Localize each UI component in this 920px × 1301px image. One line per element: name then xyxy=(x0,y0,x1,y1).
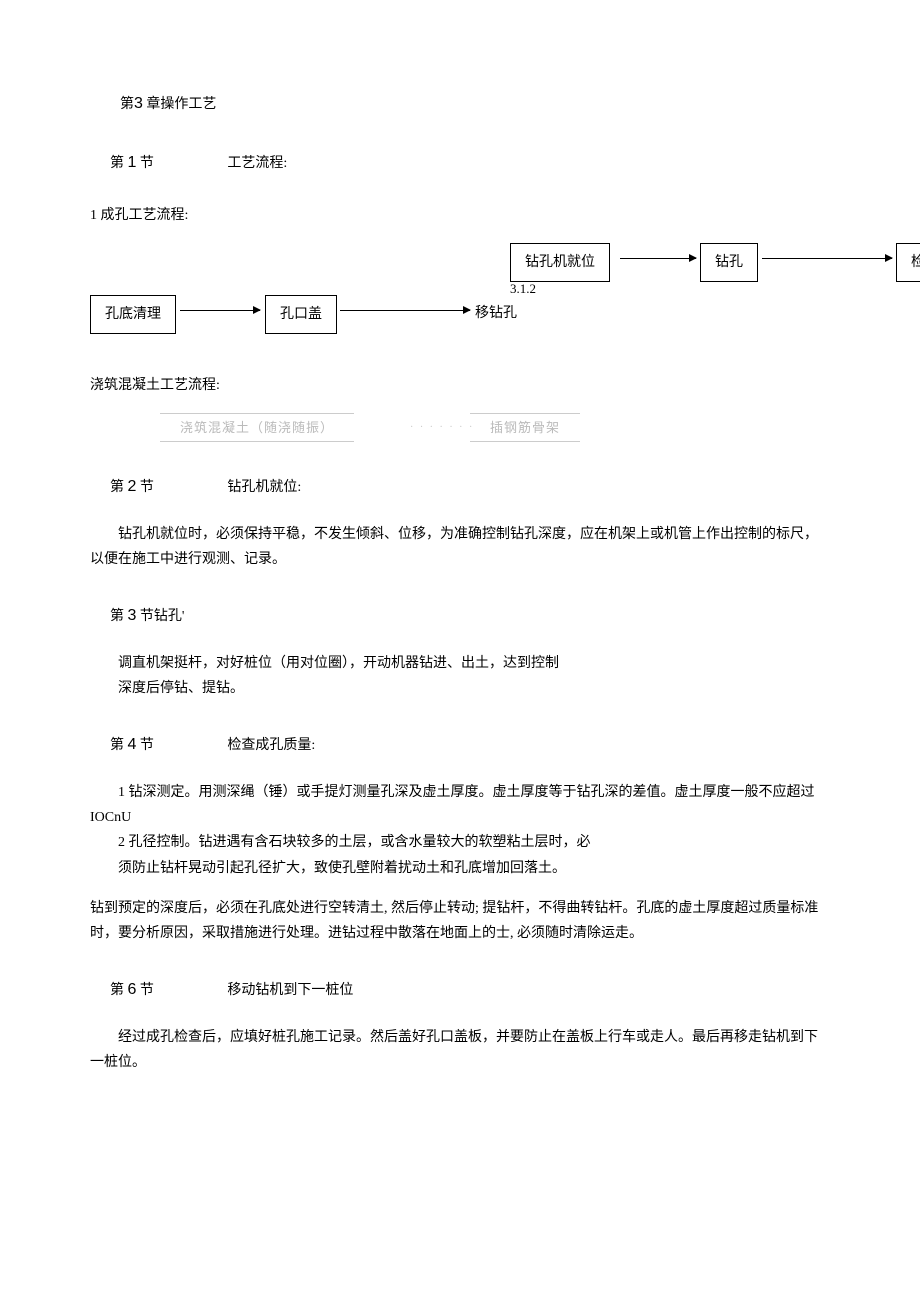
sec1-label: 节 xyxy=(136,156,154,171)
flow-box-move: 移钻孔 xyxy=(475,295,531,332)
para-sec6: 经过成孔检查后，应填好桩孔施工记录。然后盖好孔口盖板，并要防止在盖板上行车或走人… xyxy=(90,1025,830,1075)
sec3-label: 节钻孔' xyxy=(136,609,184,624)
para-sec4-a: 1 钻深测定。用测深绳（锤）或手提灯测量孔深及虚土厚度。虚土厚度等于钻孔深的差值… xyxy=(90,780,830,830)
section-6-title: 第 6 节 移动钻机到下一桩位 xyxy=(90,976,830,1005)
sec4-prefix: 第 xyxy=(110,738,128,753)
chapter-suffix: 章操作工艺 xyxy=(143,97,217,112)
arrow-3 xyxy=(180,310,260,311)
subheading-2: 浇筑混凝土工艺流程: xyxy=(90,373,830,398)
para-sec4-c: 须防止钻杆晃动引起孔径扩大，致使孔壁附着扰动土和孔底增加回落土。 xyxy=(90,856,830,881)
chapter-num: 3 xyxy=(134,95,143,112)
flow-box-check: 检 xyxy=(896,243,920,282)
para-sec4: 1 钻深测定。用测深绳（锤）或手提灯测量孔深及虚土厚度。虚土厚度等于钻孔深的差值… xyxy=(90,780,830,881)
sec6-prefix: 第 xyxy=(110,983,128,998)
flowchart-1: 钻孔机就位 钻孔 检 3.1.2 孔底清理 孔口盖 移钻孔 xyxy=(90,243,830,333)
section-2-title: 第 2 节 钻孔机就位: xyxy=(90,473,830,502)
chapter-title: 第3 章操作工艺 xyxy=(90,90,830,119)
para-sec3-line2: 深度后停钻、提钻。 xyxy=(118,676,830,701)
subheading-1: 1 成孔工艺流程: xyxy=(90,203,830,228)
para-sec3: 调直机架挺杆，对好桩位（用对位圈），开动机器钻进、出土，达到控制 深度后停钻、提… xyxy=(90,651,830,701)
sec3-prefix: 第 xyxy=(110,609,128,624)
section-4-title: 第 4 节 检查成孔质量: xyxy=(90,731,830,760)
sec6-text: 移动钻机到下一桩位 xyxy=(227,983,353,998)
sec2-label: 节 xyxy=(136,480,154,495)
flow-box-clean: 孔底清理 xyxy=(90,295,176,334)
flow2-box-left: 浇筑混凝土（随浇随振） xyxy=(160,413,354,442)
flow-box-cover: 孔口盖 xyxy=(265,295,337,334)
section-3-title: 第 3 节钻孔' xyxy=(90,602,830,631)
sec2-prefix: 第 xyxy=(110,480,128,495)
chapter-prefix: 第 xyxy=(120,97,134,112)
arrow-2 xyxy=(762,258,892,259)
sec1-prefix: 第 xyxy=(110,156,128,171)
sec6-label: 节 xyxy=(136,983,154,998)
para-sec2: 钻孔机就位时，必须保持平稳，不发生倾斜、位移，为准确控制钻孔深度，应在机架上或机… xyxy=(90,522,830,572)
flowchart-2: 浇筑混凝土（随浇随振） · · · · · · · 插钢筋骨架 xyxy=(90,413,830,443)
flow2-box-right: 插钢筋骨架 xyxy=(470,413,580,442)
sec4-text: 检查成孔质量: xyxy=(227,738,315,753)
sec2-text: 钻孔机就位: xyxy=(227,480,301,495)
section-1-title: 第 1 节 工艺流程: xyxy=(90,149,830,178)
para-sec3-line1: 调直机架挺杆，对好桩位（用对位圈），开动机器钻进、出土，达到控制 xyxy=(118,651,830,676)
sec1-text: 工艺流程: xyxy=(227,156,287,171)
arrow-4 xyxy=(340,310,470,311)
sec4-label: 节 xyxy=(136,738,154,753)
arrow-1 xyxy=(620,258,696,259)
flow2-dots: · · · · · · · xyxy=(410,419,474,437)
para-sec5: 钻到预定的深度后，必须在孔底处进行空转清土, 然后停止转动; 提钻杆，不得曲转钻… xyxy=(90,896,830,946)
flow-box-drill: 钻孔 xyxy=(700,243,758,282)
para-sec4-b: 2 孔径控制。钻进遇有含石块较多的土层，或含水量较大的软塑粘土层时，必 xyxy=(90,830,830,855)
